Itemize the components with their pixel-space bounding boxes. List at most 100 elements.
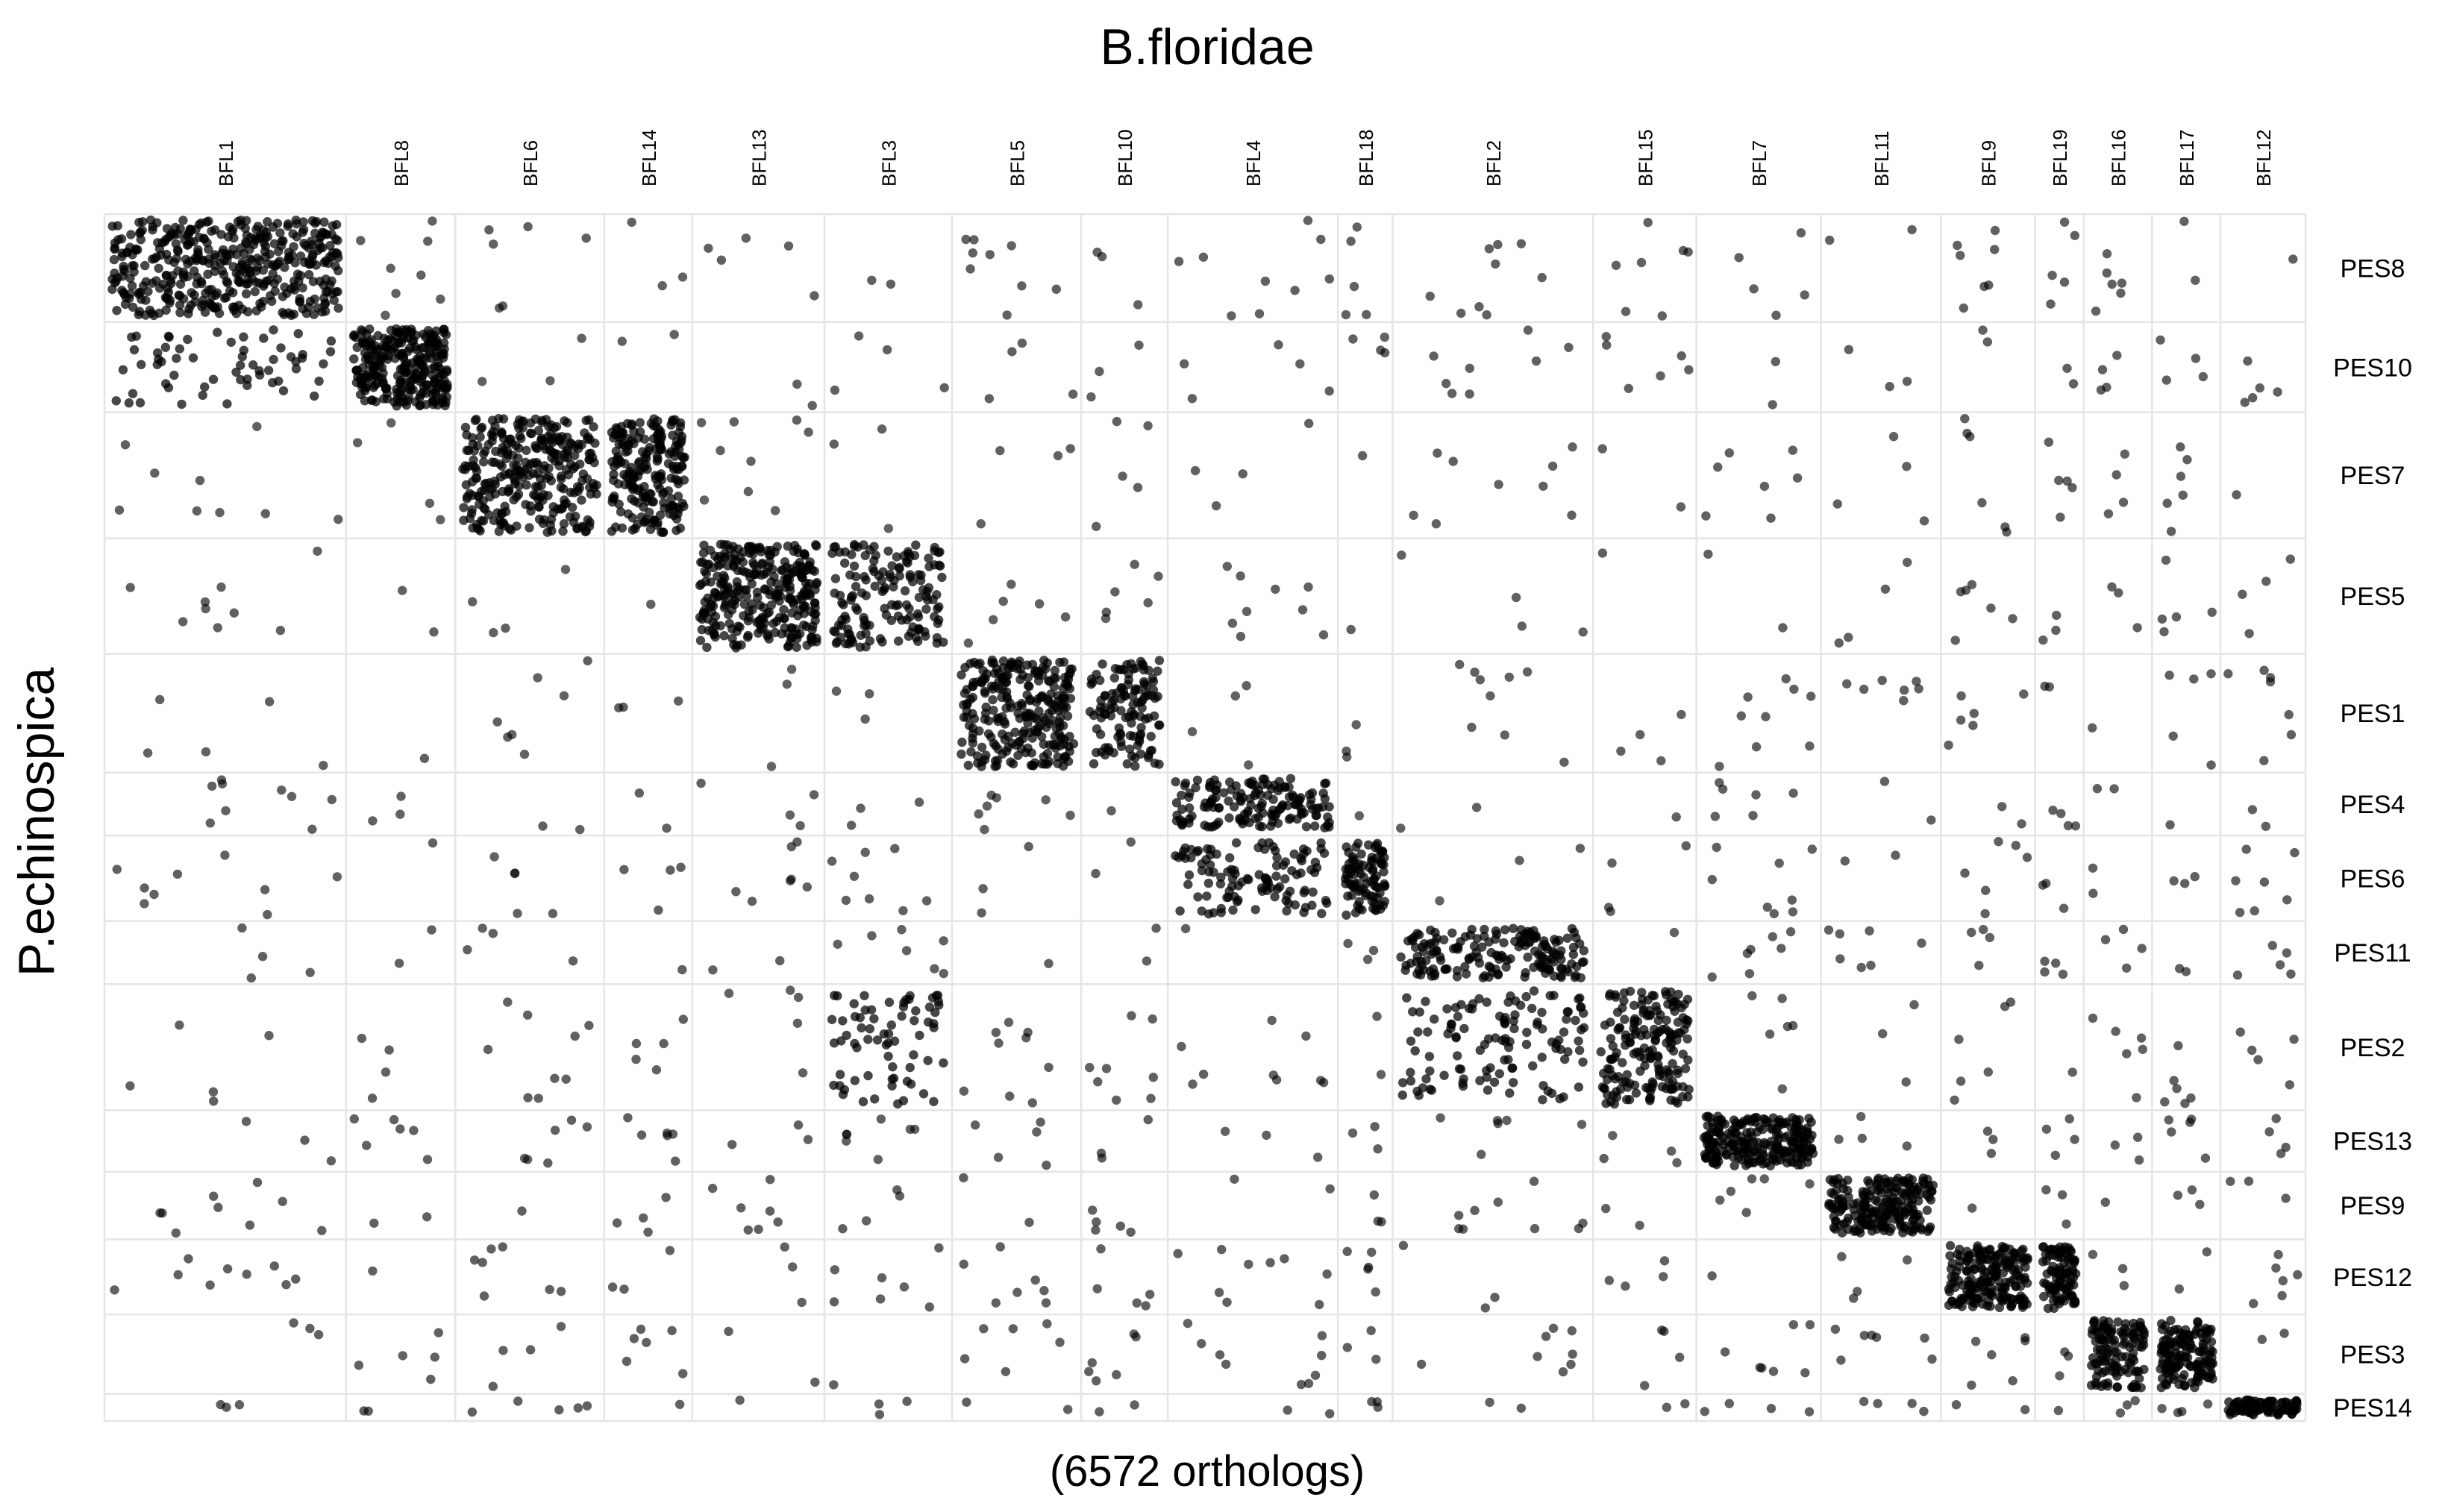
ortholog-point [326,1156,336,1166]
ortholog-point [696,557,706,567]
ortholog-point [1456,308,1466,319]
ortholog-point [1380,332,1390,342]
ortholog-point [1341,310,1351,320]
ortholog-point [1655,1070,1665,1080]
ortholog-point [900,586,910,596]
ortholog-point [1701,1152,1711,1161]
ortholog-point [1703,1140,1712,1149]
ortholog-point [673,492,683,501]
ortholog-point [937,572,947,583]
ortholog-point [1320,794,1330,804]
ortholog-point [666,865,675,875]
ortholog-point [2286,969,2296,979]
ortholog-point [523,222,533,232]
ortholog-point [1372,1011,1382,1021]
ortholog-point [120,440,131,450]
ortholog-point [395,386,406,396]
ortholog-point [2171,612,2182,622]
ortholog-point [1774,859,1784,868]
ortholog-point [1612,1048,1621,1058]
ortholog-point [2200,1350,2210,1360]
ortholog-point [939,383,949,392]
ortholog-point [1379,867,1389,876]
ortholog-point [2173,1324,2182,1334]
ortholog-point [252,1177,263,1188]
ortholog-point [1112,688,1121,698]
ortholog-point [478,377,487,386]
ortholog-point [760,584,770,594]
ortholog-point [715,591,724,600]
ortholog-point [2198,1369,2208,1379]
ortholog-point [743,486,754,497]
ortholog-point [280,263,289,272]
ortholog-point [1969,709,1979,718]
ortholog-point [419,753,430,763]
ortholog-point [1611,260,1621,270]
ortholog-point [241,1117,251,1126]
ortholog-point [849,561,860,571]
ortholog-point [851,582,861,592]
ortholog-point [1657,1326,1667,1335]
ortholog-point [830,385,840,395]
ortholog-point [1990,225,2000,236]
ortholog-point [539,461,549,471]
ortholog-point [276,343,286,353]
ortholog-point [2235,1027,2245,1037]
ortholog-point [1377,847,1386,857]
ortholog-point [1761,712,1771,721]
ortholog-point [1556,973,1566,982]
ortholog-point [1835,954,1845,964]
ortholog-point [1982,1126,1993,1136]
ortholog-point [1767,1124,1776,1135]
ortholog-point [220,850,230,860]
ortholog-point [1371,840,1381,850]
ortholog-point [1342,910,1351,920]
ortholog-point [331,219,342,230]
ortholog-point [2235,908,2245,917]
ortholog-point [357,1033,367,1044]
ortholog-point [1509,1023,1519,1034]
ortholog-point [584,521,595,531]
ortholog-point [881,1040,892,1050]
ortholog-point [1187,811,1197,821]
ortholog-point [1605,991,1615,1001]
ortholog-point [2102,268,2112,278]
ortholog-point [2091,1378,2101,1387]
ortholog-point [2271,1263,2281,1273]
ortholog-point [1142,680,1152,691]
ortholog-point [196,218,206,228]
ortholog-point [1359,872,1369,882]
ortholog-point [1482,997,1491,1007]
ortholog-point [1895,1215,1905,1225]
ortholog-point [2169,1076,2179,1085]
ortholog-point [1053,451,1063,461]
ortholog-point [280,282,289,292]
ortholog-point [1986,603,1996,613]
ortholog-point [1454,1211,1464,1220]
ortholog-point [2022,853,2032,862]
ortholog-point [924,1302,935,1312]
ortholog-point [2123,1367,2133,1378]
ortholog-point [966,747,976,757]
ortholog-point [140,260,150,271]
ortholog-point [1805,1179,1815,1189]
ortholog-point [1410,942,1421,953]
ortholog-point [1308,887,1318,897]
ortholog-point [509,495,519,505]
ortholog-point [839,600,848,609]
ortholog-point [1421,1074,1431,1084]
ortholog-point [542,527,552,537]
ortholog-point [1537,1053,1547,1062]
ortholog-point [426,1374,436,1384]
ortholog-point [851,571,861,582]
ortholog-point [768,618,778,629]
ortholog-point [467,433,478,442]
ortholog-point [934,602,944,612]
ortholog-point [2130,1334,2140,1344]
ortholog-point [273,246,284,257]
ortholog-point [795,821,805,831]
ortholog-point [1970,1298,1980,1308]
ortholog-point [622,1356,632,1367]
ortholog-point [1568,442,1577,452]
ortholog-point [841,639,851,649]
